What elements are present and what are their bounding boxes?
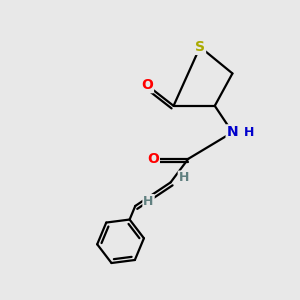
Text: H: H [143, 195, 154, 208]
Text: S: S [195, 40, 205, 54]
Text: O: O [141, 78, 153, 92]
Text: H: H [244, 126, 254, 139]
Text: N: N [226, 125, 238, 139]
Text: O: O [147, 152, 159, 166]
Text: H: H [179, 172, 189, 184]
